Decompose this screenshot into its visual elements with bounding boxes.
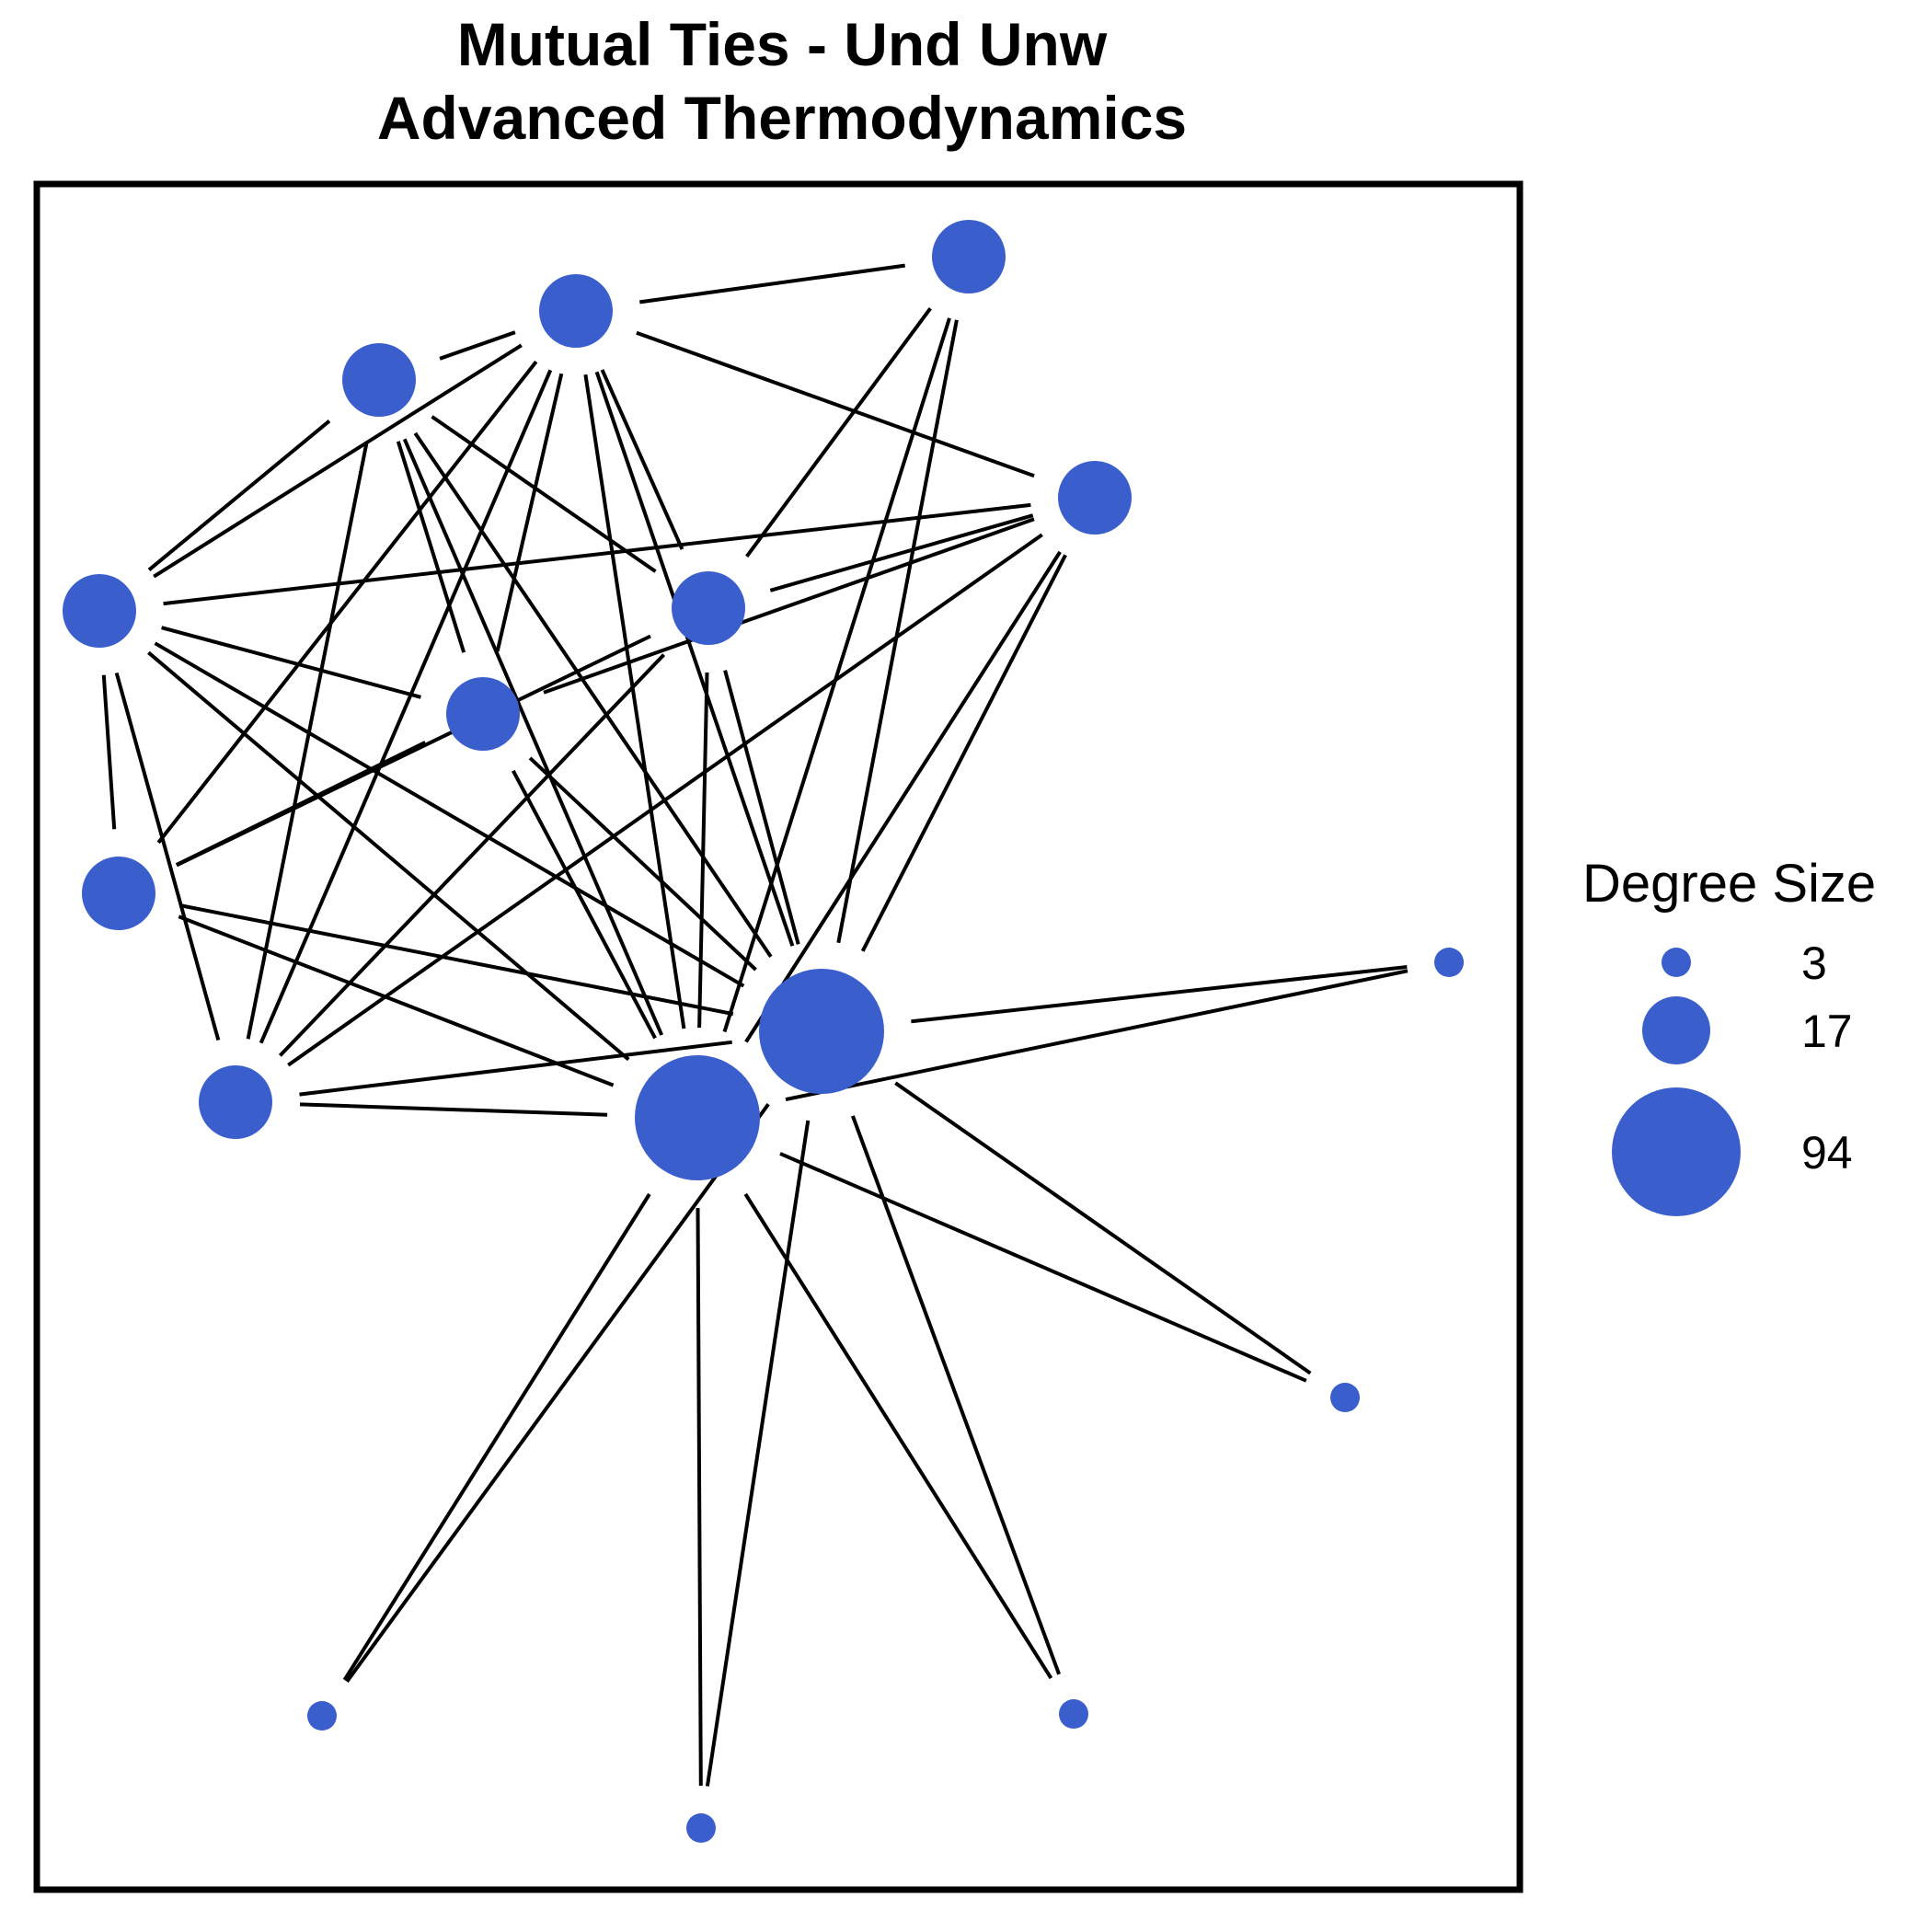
edge-E-K <box>860 554 1067 952</box>
plot-frame <box>33 180 1524 1893</box>
node-P <box>307 1701 337 1731</box>
node-E <box>1058 461 1132 535</box>
edge-J-O <box>696 1207 703 1787</box>
edge-B-I <box>246 443 369 1040</box>
legend-label-17: 17 <box>1801 1006 1853 1057</box>
edge-I-J <box>299 1102 608 1117</box>
node-K <box>759 969 884 1094</box>
edge-A-I <box>114 672 221 1041</box>
edge-F-J <box>697 672 709 1029</box>
node-F <box>672 571 745 645</box>
edge-A-K <box>154 641 745 988</box>
edge-K-L <box>911 965 1408 1024</box>
node-B <box>342 343 416 417</box>
edge-K-N <box>851 1115 1061 1675</box>
edge-J-L <box>785 969 1409 1102</box>
edge-B-A <box>147 420 331 571</box>
edge-B-F <box>431 415 657 573</box>
edge-E-F <box>769 513 1034 592</box>
edge-H-K <box>181 903 734 1017</box>
edge-C-H <box>156 360 538 845</box>
edge-H-J <box>178 914 615 1087</box>
edge-E-G <box>543 517 1035 695</box>
chart-title: Mutual Ties - Und Unw Advanced Thermodyn… <box>0 7 1564 155</box>
legend-label-3: 3 <box>1801 937 1827 989</box>
node-H <box>82 857 155 930</box>
node-J <box>635 1055 760 1180</box>
edge-D-F <box>745 307 932 558</box>
edge-K-M <box>894 1081 1312 1375</box>
edge-D-K <box>836 319 959 944</box>
node-I <box>199 1065 272 1139</box>
edge-A-H <box>101 674 117 830</box>
edge-C-F <box>600 369 684 550</box>
edge-K-P <box>345 1103 770 1683</box>
edge-B-J <box>402 438 664 1036</box>
title-line-2: Advanced Thermodynamics <box>376 84 1188 152</box>
edge-E-I <box>287 533 1043 1067</box>
edge-A-G <box>161 626 421 699</box>
edge-D-J <box>722 317 951 1033</box>
edge-A-J <box>147 650 630 1062</box>
edge-I-K <box>299 1040 732 1097</box>
edge-G-K <box>528 756 757 972</box>
legend-swatch-17 <box>1642 996 1710 1064</box>
node-M <box>1330 1383 1360 1412</box>
node-layer <box>63 220 1464 1843</box>
legend-title: Degree Size <box>1582 854 1876 914</box>
edge-B-G <box>396 441 466 653</box>
edge-C-J <box>583 374 686 1029</box>
edge-J-M <box>779 1152 1307 1383</box>
node-O <box>686 1813 716 1843</box>
edge-C-E <box>636 330 1035 478</box>
node-D <box>932 220 1006 293</box>
edge-F-I <box>278 653 666 1057</box>
legend-entries: 3 17 94 <box>1612 937 1853 1216</box>
edge-G-H <box>175 741 427 867</box>
edge-K-O <box>705 1120 811 1787</box>
edge-C-K <box>594 371 795 947</box>
edge-C-A <box>153 343 523 579</box>
node-N <box>1059 1699 1088 1729</box>
edge-C-G <box>495 373 564 652</box>
legend: Degree Size 3 17 94 <box>1582 854 1876 1216</box>
edge-C-D <box>639 263 905 305</box>
edge-E-J <box>744 550 1062 1043</box>
legend-label-94: 94 <box>1801 1127 1853 1179</box>
node-A <box>63 574 136 648</box>
edge-B-C <box>439 330 516 361</box>
edge-layer <box>101 263 1409 1787</box>
node-C <box>539 274 613 348</box>
node-G <box>446 677 520 751</box>
title-line-1: Mutual Ties - Und Unw <box>456 10 1108 78</box>
edge-J-P <box>342 1192 651 1682</box>
edge-J-N <box>743 1192 1053 1680</box>
node-L <box>1434 948 1464 977</box>
legend-swatch-3 <box>1662 948 1691 977</box>
edge-B-K <box>413 431 773 959</box>
legend-swatch-94 <box>1612 1087 1741 1216</box>
edge-F-K <box>723 670 800 945</box>
